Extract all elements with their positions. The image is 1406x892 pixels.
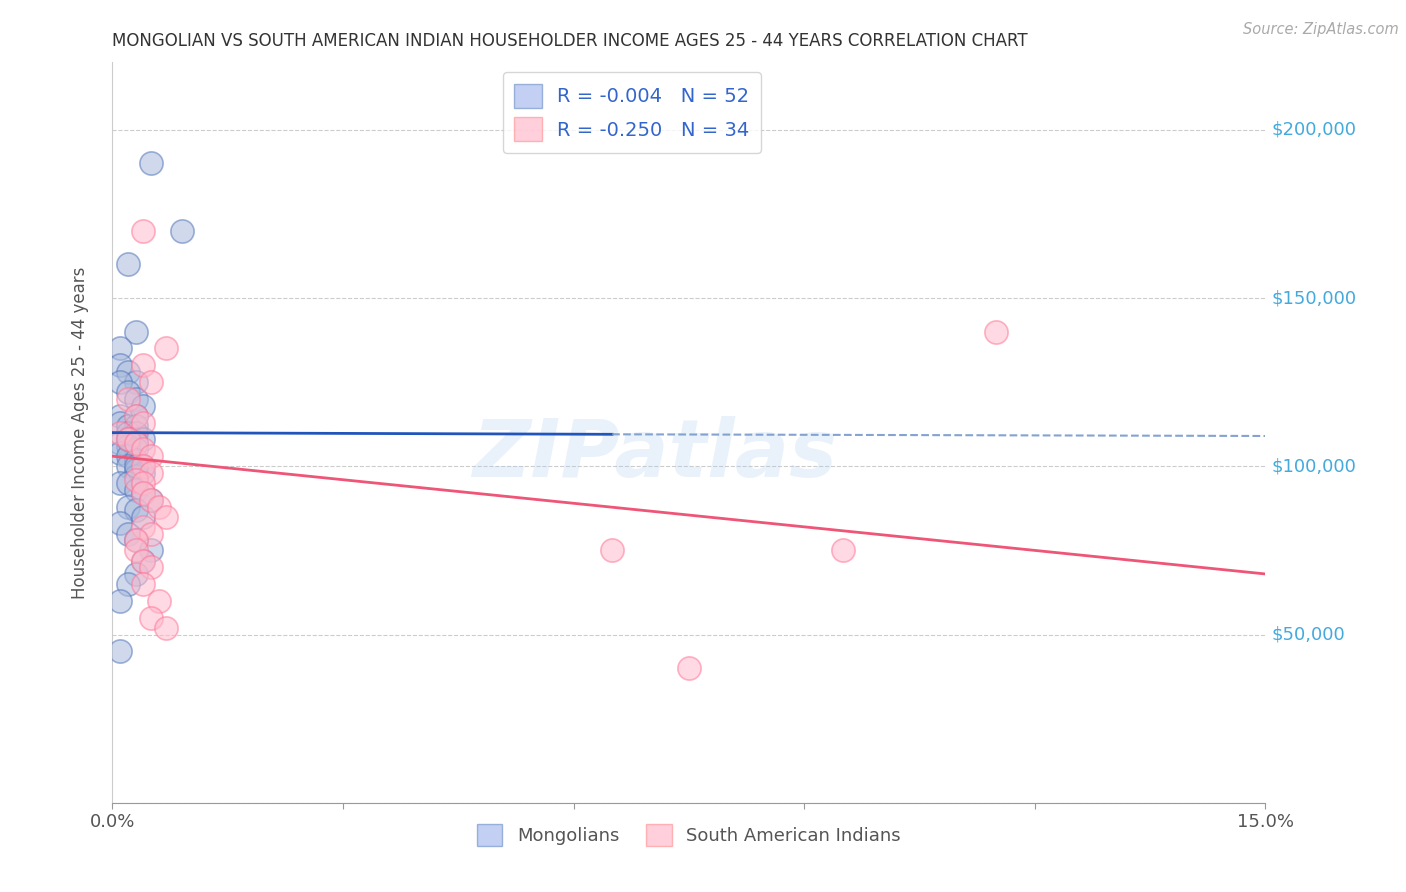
Point <box>132 520 155 534</box>
Point <box>132 553 155 567</box>
Text: $150,000: $150,000 <box>1271 289 1357 307</box>
Point <box>132 359 155 373</box>
Point <box>124 462 146 476</box>
Point <box>132 476 155 491</box>
Point <box>831 543 853 558</box>
Point <box>117 433 139 447</box>
Point <box>139 526 162 541</box>
Point <box>124 483 146 497</box>
Point <box>124 533 146 548</box>
Text: $100,000: $100,000 <box>1271 458 1355 475</box>
Point <box>155 509 177 524</box>
Point <box>124 503 146 517</box>
Point <box>132 459 155 474</box>
Point <box>117 577 139 591</box>
Point <box>124 473 146 487</box>
Point <box>117 257 139 271</box>
Point <box>124 452 146 467</box>
Point <box>139 449 162 463</box>
Point <box>117 433 139 447</box>
Point <box>108 359 131 373</box>
Point <box>108 644 131 658</box>
Point <box>132 509 155 524</box>
Point <box>117 433 139 447</box>
Point <box>132 459 155 474</box>
Point <box>117 526 139 541</box>
Text: $50,000: $50,000 <box>1271 625 1346 643</box>
Point <box>124 459 146 474</box>
Point <box>132 224 155 238</box>
Point <box>124 409 146 423</box>
Point <box>117 425 139 440</box>
Point <box>124 409 146 423</box>
Point <box>117 365 139 379</box>
Text: MONGOLIAN VS SOUTH AMERICAN INDIAN HOUSEHOLDER INCOME AGES 25 - 44 YEARS CORRELA: MONGOLIAN VS SOUTH AMERICAN INDIAN HOUSE… <box>112 32 1028 50</box>
Point <box>132 577 155 591</box>
Point <box>132 553 155 567</box>
Point <box>108 425 131 440</box>
Point <box>986 325 1008 339</box>
Point <box>124 442 146 457</box>
Point <box>124 543 146 558</box>
Y-axis label: Householder Income Ages 25 - 44 years: Householder Income Ages 25 - 44 years <box>70 267 89 599</box>
Text: $200,000: $200,000 <box>1271 120 1357 139</box>
Point <box>108 342 131 356</box>
Point <box>117 392 139 406</box>
Point <box>139 543 162 558</box>
Point <box>139 492 162 507</box>
Point <box>132 486 155 500</box>
Point <box>139 375 162 389</box>
Point <box>139 466 162 480</box>
Point <box>124 375 146 389</box>
Point <box>117 418 139 433</box>
Point <box>139 492 162 507</box>
Point <box>139 560 162 574</box>
Point <box>124 392 146 406</box>
Point <box>132 399 155 413</box>
Point <box>148 594 170 608</box>
Point <box>108 416 131 430</box>
Point <box>108 516 131 531</box>
Point <box>117 476 139 491</box>
Point <box>108 446 131 460</box>
Point <box>132 433 155 447</box>
Point <box>117 439 139 453</box>
Point <box>132 466 155 480</box>
Point <box>124 425 146 440</box>
Point <box>139 156 162 170</box>
Legend: Mongolians, South American Indians: Mongolians, South American Indians <box>470 816 908 853</box>
Point <box>139 610 162 624</box>
Text: ZIPatlas: ZIPatlas <box>472 416 837 494</box>
Point <box>117 449 139 463</box>
Point <box>124 325 146 339</box>
Point <box>124 435 146 450</box>
Point <box>155 621 177 635</box>
Point <box>108 594 131 608</box>
Point <box>108 476 131 491</box>
Point <box>108 409 131 423</box>
Point <box>600 543 623 558</box>
Point <box>117 500 139 514</box>
Point <box>117 459 139 474</box>
Point <box>132 416 155 430</box>
Point <box>124 533 146 548</box>
Point <box>678 661 700 675</box>
Point <box>117 385 139 400</box>
Point <box>148 500 170 514</box>
Point <box>132 442 155 457</box>
Point <box>124 566 146 581</box>
Point <box>155 342 177 356</box>
Point <box>124 435 146 450</box>
Point <box>124 418 146 433</box>
Point <box>132 486 155 500</box>
Point <box>108 375 131 389</box>
Point <box>108 435 131 450</box>
Point <box>124 469 146 483</box>
Point <box>170 224 193 238</box>
Text: Source: ZipAtlas.com: Source: ZipAtlas.com <box>1243 22 1399 37</box>
